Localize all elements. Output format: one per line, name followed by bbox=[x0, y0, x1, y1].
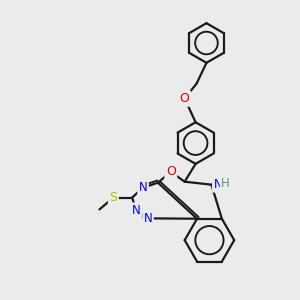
Text: O: O bbox=[166, 165, 176, 178]
Text: N: N bbox=[132, 204, 140, 217]
Text: H: H bbox=[221, 177, 230, 190]
Text: N: N bbox=[213, 178, 222, 191]
Text: O: O bbox=[180, 92, 190, 105]
Text: N: N bbox=[139, 181, 147, 194]
Text: N: N bbox=[144, 212, 152, 225]
Text: S: S bbox=[109, 191, 117, 204]
Text: O: O bbox=[180, 92, 190, 105]
